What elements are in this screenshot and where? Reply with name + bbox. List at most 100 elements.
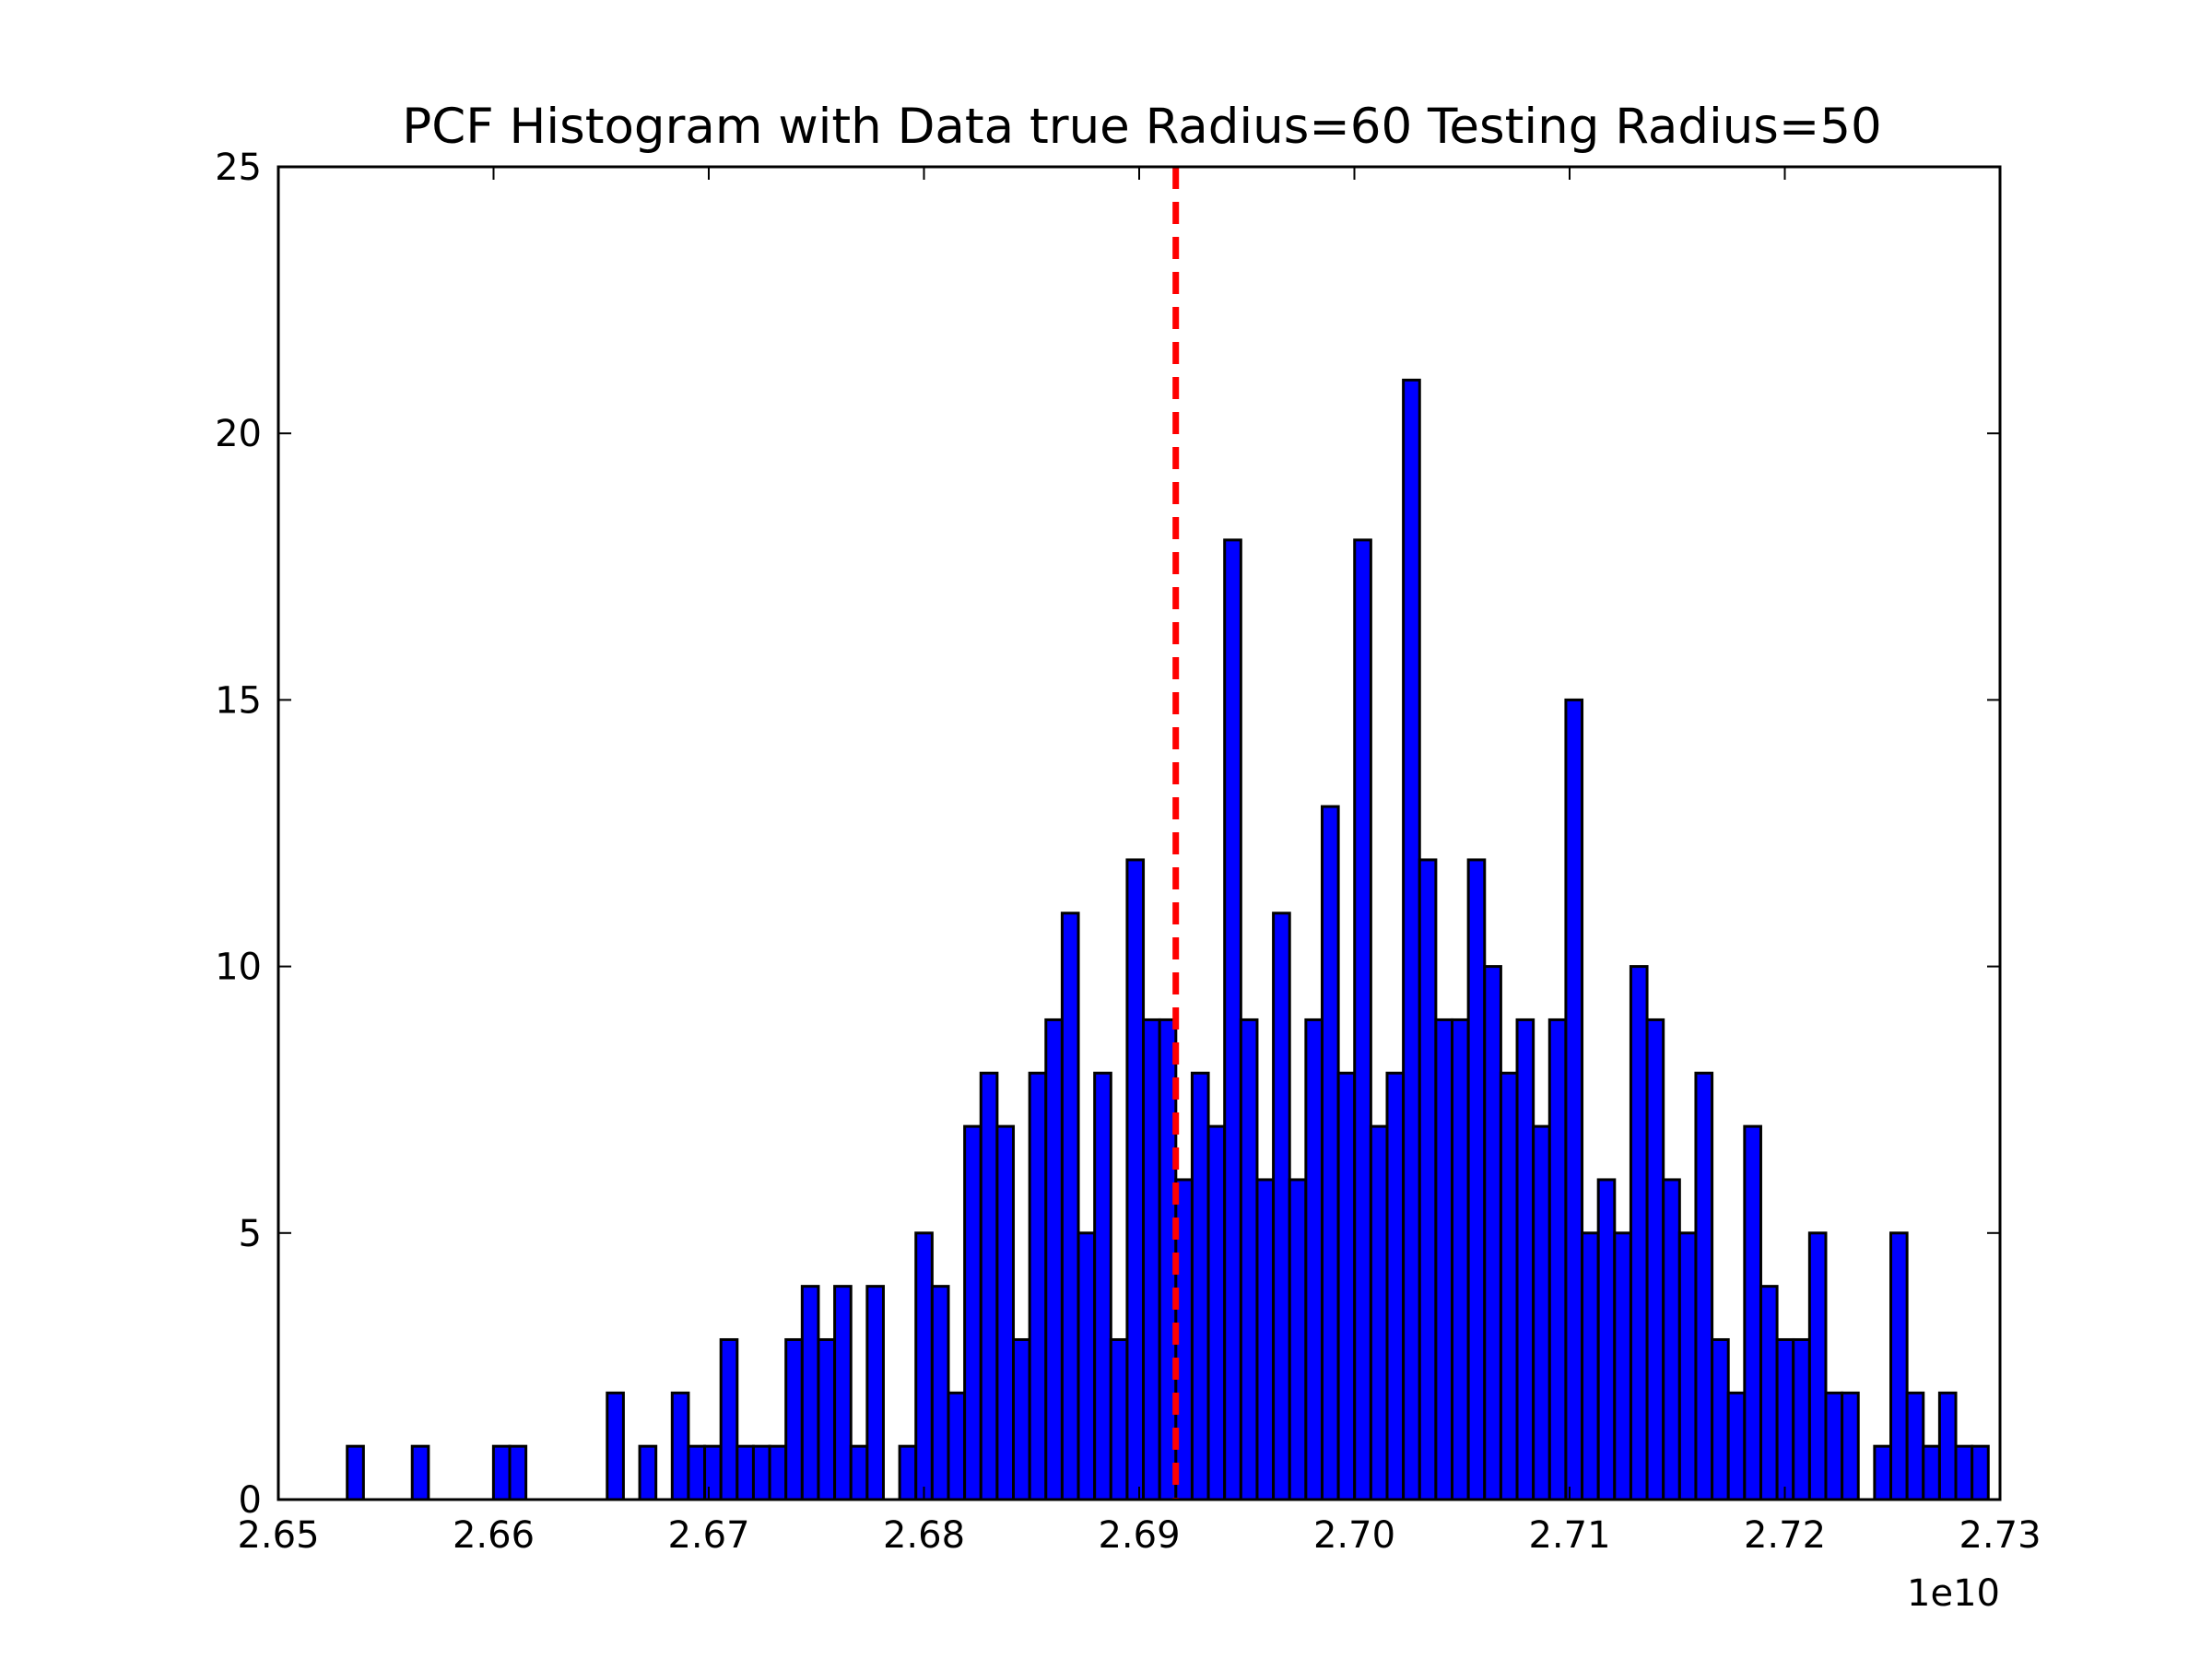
y-tick-label: 10 (215, 947, 262, 989)
x-tick-label: 2.68 (883, 1514, 965, 1557)
x-axis-offset-label: 1e10 (1907, 1572, 2000, 1615)
histogram-bar (800, 1285, 820, 1501)
histogram-bar (1711, 1337, 1730, 1501)
x-tick-label: 2.67 (667, 1514, 749, 1557)
histogram-bar (1726, 1391, 1747, 1501)
y-tick-label: 0 (239, 1479, 262, 1522)
histogram-bar (1434, 1018, 1454, 1501)
histogram-bar (914, 1231, 934, 1501)
histogram-bar (491, 1444, 512, 1501)
histogram-bar (995, 1124, 1016, 1501)
histogram-bar (1547, 1018, 1568, 1501)
histogram-bar (849, 1444, 869, 1501)
histogram-bar (410, 1444, 430, 1501)
x-tick-label: 2.70 (1313, 1514, 1395, 1557)
y-axis: 0 5 10 15 20 25 (215, 147, 2000, 1522)
x-tick-label: 2.69 (1098, 1514, 1180, 1557)
histogram-bar (735, 1444, 755, 1501)
histogram-bar (670, 1391, 690, 1501)
x-tick-label: 2.66 (453, 1514, 535, 1557)
histogram-bar (1905, 1391, 1925, 1501)
histogram-bar (1759, 1285, 1779, 1501)
histogram-bar (1971, 1444, 1990, 1501)
y-tick-label: 20 (215, 413, 262, 455)
histogram-bar (898, 1444, 918, 1501)
histogram-bar (1532, 1124, 1551, 1501)
histogram-bar (1239, 1018, 1259, 1501)
histogram-bar (1954, 1444, 1974, 1501)
histogram-bar (1564, 698, 1584, 1501)
x-tick-label: 2.71 (1528, 1514, 1610, 1557)
histogram-bar (1093, 1071, 1112, 1501)
histogram-bar (1353, 538, 1372, 1501)
histogram-bar (1125, 858, 1146, 1501)
histogram-bar (1694, 1071, 1714, 1501)
histogram-bar (963, 1124, 982, 1501)
histogram-bar (1807, 1231, 1828, 1501)
histogram-bar (606, 1391, 625, 1501)
histogram-bar (1320, 805, 1340, 1501)
histogram-bar (1336, 1071, 1357, 1501)
histogram-bar (1206, 1124, 1227, 1501)
histogram-bar (1142, 1018, 1161, 1501)
histogram-bar (865, 1285, 885, 1501)
histogram-bar (833, 1285, 853, 1501)
histogram-bar (1451, 1018, 1470, 1501)
histogram-bar (1629, 965, 1649, 1501)
histogram-bar (1109, 1337, 1129, 1501)
histogram-bar (751, 1444, 771, 1501)
histogram-bar (1385, 1071, 1406, 1501)
histogram-bar (1466, 858, 1487, 1501)
histogram-bar (1402, 378, 1421, 1501)
histogram-bars (346, 378, 1990, 1501)
histogram-bar (1515, 1018, 1535, 1501)
histogram-bar (719, 1337, 739, 1501)
histogram-bar (1044, 1018, 1064, 1501)
histogram-bar (1645, 1018, 1665, 1501)
y-tick-label: 5 (239, 1213, 262, 1255)
histogram-bar (1596, 1178, 1617, 1501)
histogram-bar (1190, 1071, 1210, 1501)
chart-title: PCF Histogram with Data true Radius=60 T… (402, 99, 1882, 155)
histogram-bar (1775, 1337, 1795, 1501)
histogram-bar (346, 1444, 365, 1501)
x-axis: 2.65 2.66 2.67 2.68 2.69 2.70 2.71 2.72 2.73 (237, 167, 2041, 1557)
y-tick-label: 15 (215, 679, 262, 722)
histogram-bar (1369, 1124, 1389, 1501)
histogram-bar (1613, 1231, 1632, 1501)
histogram-bar (1418, 858, 1438, 1501)
histogram-bar (1499, 1071, 1519, 1501)
histogram-bar (1255, 1178, 1276, 1501)
histogram-bar (1581, 1231, 1600, 1501)
histogram-bar (638, 1444, 658, 1501)
histogram-bar (768, 1444, 788, 1501)
histogram-bar (687, 1444, 707, 1501)
x-tick-label: 2.72 (1744, 1514, 1826, 1557)
histogram-bar (508, 1444, 528, 1501)
histogram-bar (1483, 965, 1502, 1501)
histogram-bar (1288, 1178, 1308, 1501)
histogram-bar (1223, 538, 1242, 1501)
x-tick-label: 2.73 (1959, 1514, 2041, 1557)
histogram-bar (817, 1337, 837, 1501)
x-tick-label: 2.65 (237, 1514, 319, 1557)
histogram-bar (1873, 1444, 1892, 1501)
histogram-bar (1677, 1231, 1698, 1501)
histogram-bar (1792, 1337, 1811, 1501)
histogram-bar (1937, 1391, 1958, 1501)
histogram-bar (1743, 1124, 1762, 1501)
histogram-bar (784, 1337, 804, 1501)
histogram-bar (1662, 1178, 1681, 1501)
y-tick-label: 25 (215, 147, 262, 189)
histogram-bar (1824, 1391, 1844, 1501)
histogram-bar (930, 1285, 950, 1501)
histogram-bar (1304, 1018, 1324, 1501)
histogram-bar (1889, 1231, 1909, 1501)
histogram-bar (1272, 912, 1291, 1501)
histogram-bar (979, 1071, 999, 1501)
histogram-bar (1028, 1071, 1048, 1501)
histogram-bar (1060, 912, 1080, 1501)
histogram-bar (947, 1391, 967, 1501)
histogram-bar (1841, 1391, 1860, 1501)
